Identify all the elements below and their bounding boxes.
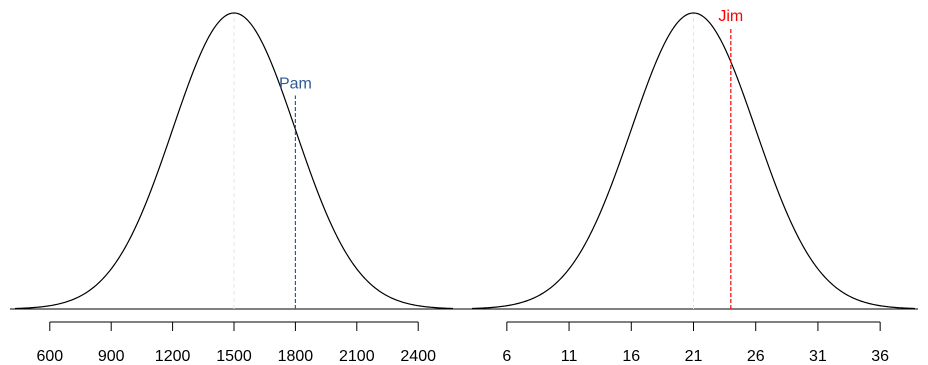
x-tick-label: 1200 — [155, 348, 191, 365]
x-tick-label: 16 — [622, 348, 640, 365]
annotation-label: Jim — [718, 8, 743, 25]
x-tick-label: 600 — [36, 348, 63, 365]
x-tick-label: 6 — [502, 348, 511, 365]
annotation-label: Pam — [279, 75, 312, 92]
x-tick-label: 31 — [809, 348, 827, 365]
chart-panel-sat: Pam 600 900 1200 1500 1800 2100 2400 — [14, 12, 454, 365]
x-tick-label: 900 — [98, 348, 125, 365]
x-tick-label: 26 — [747, 348, 765, 365]
chart-panel-act: Jim 6 11 16 21 26 31 36 — [471, 8, 916, 365]
density-curve — [471, 12, 916, 310]
x-tick-label: 21 — [685, 348, 703, 365]
x-tick-label: 1800 — [278, 348, 314, 365]
x-tick-label: 2400 — [400, 348, 436, 365]
x-tick-label: 36 — [871, 348, 889, 365]
density-curve — [14, 12, 454, 310]
x-tick-label: 2100 — [339, 348, 375, 365]
x-tick-label: 11 — [561, 348, 578, 365]
x-tick-label: 1500 — [216, 348, 252, 365]
